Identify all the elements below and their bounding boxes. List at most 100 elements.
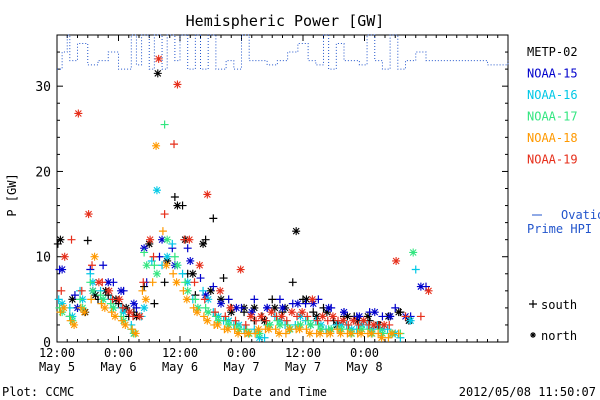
point-south-noaa-16 xyxy=(178,269,187,278)
point-south-noaa-19 xyxy=(129,312,138,321)
point-south-noaa-19 xyxy=(354,320,363,329)
point-south-noaa-16 xyxy=(411,265,420,274)
point-north-noaa-15 xyxy=(278,303,287,312)
x-tick-label-date: May 6 xyxy=(100,360,136,374)
point-north-noaa-15 xyxy=(370,308,379,317)
point-north-noaa-16 xyxy=(337,320,346,329)
point-south-noaa-18 xyxy=(169,269,178,278)
point-north-noaa-17 xyxy=(316,325,325,334)
point-north-noaa-17 xyxy=(224,320,233,329)
point-south-metp-02 xyxy=(219,274,228,283)
point-south-metp-02 xyxy=(309,308,318,317)
point-south-noaa-19 xyxy=(401,312,410,321)
point-south-noaa-18 xyxy=(230,325,239,334)
point-south-noaa-19 xyxy=(149,252,158,261)
point-south-noaa-19 xyxy=(262,316,271,325)
point-south-noaa-19 xyxy=(57,286,66,295)
point-south-noaa-15 xyxy=(132,303,141,312)
point-north-noaa-16 xyxy=(163,252,172,261)
point-north-noaa-18 xyxy=(203,316,212,325)
point-north-metp-02 xyxy=(353,316,362,325)
point-south-noaa-17 xyxy=(65,312,74,321)
point-south-noaa-18 xyxy=(179,286,188,295)
point-north-noaa-18 xyxy=(285,325,294,334)
point-north-metp-02 xyxy=(270,303,279,312)
point-north-noaa-19 xyxy=(318,312,327,321)
legend-entry-metp-02: METP-02 xyxy=(527,45,578,59)
point-south-noaa-19 xyxy=(190,278,199,287)
point-north-noaa-17 xyxy=(275,320,284,329)
point-north-noaa-18 xyxy=(387,329,396,338)
point-north-noaa-17 xyxy=(409,248,418,257)
point-south-metp-02 xyxy=(170,193,179,202)
point-south-noaa-19 xyxy=(293,312,302,321)
point-north-noaa-15 xyxy=(340,308,348,317)
legend-entry-noaa-19: NOAA-19 xyxy=(527,153,578,167)
point-north-noaa-17 xyxy=(173,261,182,270)
marker-legend-star xyxy=(530,332,536,338)
point-south-noaa-17 xyxy=(304,316,313,325)
ovation-prime-line xyxy=(57,34,509,70)
point-north-noaa-19 xyxy=(339,316,348,325)
point-south-noaa-18 xyxy=(271,325,280,334)
point-south-noaa-19 xyxy=(252,316,261,325)
point-south-noaa-17 xyxy=(211,312,220,321)
point-north-metp-02 xyxy=(363,312,372,321)
point-south-noaa-19 xyxy=(231,316,240,325)
point-north-metp-02 xyxy=(206,286,215,295)
point-south-noaa-19 xyxy=(67,235,76,244)
point-north-noaa-17 xyxy=(337,325,346,334)
marker-legend-label-south: south xyxy=(541,298,577,312)
point-north-noaa-17 xyxy=(357,325,366,334)
y-axis-label: P [GW] xyxy=(5,173,19,216)
ovation-label-line2: Prime HPI xyxy=(527,222,592,236)
point-south-noaa-17 xyxy=(222,316,231,325)
point-south-noaa-18 xyxy=(199,312,208,321)
point-north-noaa-18 xyxy=(182,295,191,304)
point-north-metp-02 xyxy=(56,235,65,244)
point-north-noaa-18 xyxy=(213,320,222,329)
point-north-metp-02 xyxy=(250,303,259,312)
x-tick-label-date: May 7 xyxy=(223,360,259,374)
point-south-noaa-18 xyxy=(138,286,147,295)
point-south-metp-02 xyxy=(201,235,210,244)
point-south-noaa-17 xyxy=(150,261,159,270)
point-south-noaa-15 xyxy=(250,295,259,304)
point-north-noaa-18 xyxy=(234,329,243,338)
point-south-noaa-19 xyxy=(323,316,332,325)
footer-timestamp: 2012/05/08 11:50:07 xyxy=(459,385,596,399)
point-north-noaa-18 xyxy=(141,295,150,304)
point-north-noaa-19 xyxy=(424,286,433,295)
point-north-noaa-19 xyxy=(349,316,358,325)
point-north-noaa-15 xyxy=(129,299,138,308)
x-tick-label-time: 0:00 xyxy=(227,346,256,360)
point-north-noaa-16 xyxy=(255,333,264,342)
point-north-noaa-15 xyxy=(355,312,364,321)
point-north-noaa-18 xyxy=(357,329,366,338)
point-north-noaa-17 xyxy=(327,325,336,334)
point-north-noaa-18 xyxy=(275,329,284,338)
point-south-noaa-17 xyxy=(232,320,241,329)
point-north-noaa-19 xyxy=(246,312,255,321)
marker-legend-plus xyxy=(529,300,537,308)
point-north-noaa-19 xyxy=(257,312,266,321)
footer-plot-credit: Plot: CCMC xyxy=(2,385,74,399)
point-north-noaa-17 xyxy=(296,320,305,329)
point-south-noaa-18 xyxy=(394,329,403,338)
point-north-metp-02 xyxy=(394,308,403,317)
point-south-noaa-18 xyxy=(158,227,167,236)
x-tick-label-time: 12:00 xyxy=(285,346,321,360)
point-south-noaa-16 xyxy=(199,286,208,295)
marker-legend-label-north: north xyxy=(541,329,577,343)
point-north-noaa-18 xyxy=(152,141,161,150)
plot-frame xyxy=(56,34,509,343)
point-south-noaa-17 xyxy=(201,303,210,312)
point-north-noaa-15 xyxy=(232,303,241,312)
point-north-noaa-17 xyxy=(378,329,387,338)
point-north-noaa-18 xyxy=(90,252,99,261)
point-north-metp-02 xyxy=(91,291,100,300)
point-north-noaa-18 xyxy=(59,303,68,312)
point-north-noaa-19 xyxy=(105,286,114,295)
point-north-noaa-19 xyxy=(380,320,389,329)
legend-entry-noaa-18: NOAA-18 xyxy=(527,131,578,145)
